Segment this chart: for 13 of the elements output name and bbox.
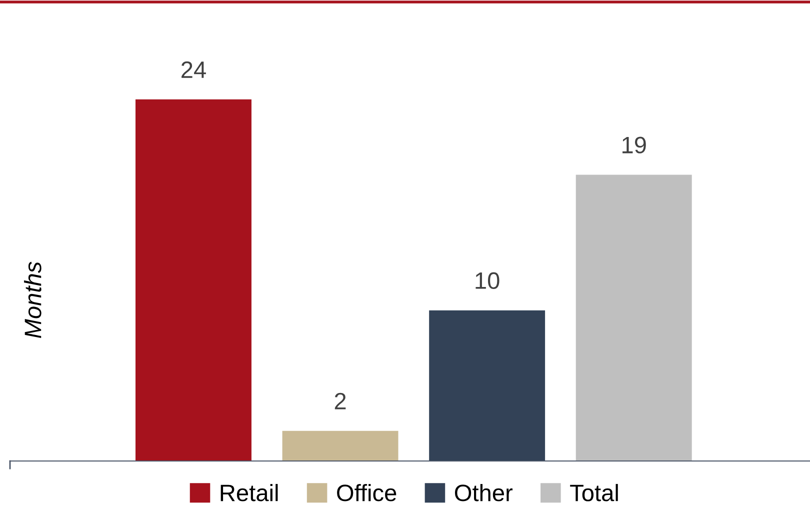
- data-label: 10: [476, 272, 500, 290]
- y-axis-title: Months: [24, 262, 42, 338]
- bar: [136, 99, 252, 461]
- data-label: 24: [182, 61, 206, 78]
- data-label: 2: [334, 392, 346, 410]
- legend-label: Total: [570, 484, 618, 502]
- legend-label: Office: [337, 484, 396, 502]
- legend-label: Other: [454, 484, 513, 502]
- bar: [429, 310, 546, 461]
- data-label: 19: [622, 136, 646, 154]
- legend-label: Retail: [220, 484, 278, 502]
- bar: [282, 430, 398, 461]
- bar: [576, 174, 692, 461]
